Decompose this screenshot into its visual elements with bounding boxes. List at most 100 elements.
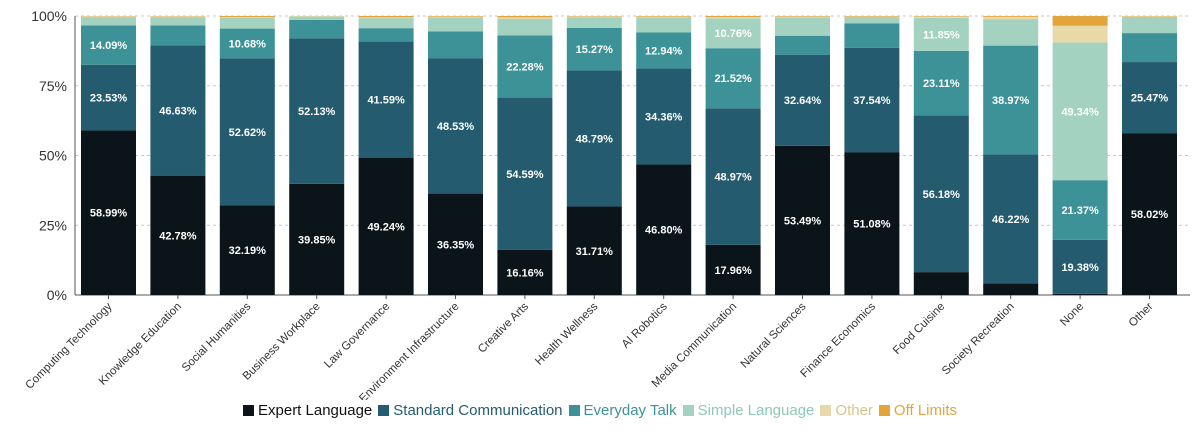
data-label: 11.85% [923, 29, 960, 41]
bar-segment [844, 152, 900, 295]
data-label: 12.94% [645, 46, 683, 58]
bar-segment [566, 70, 622, 207]
data-label: 52.13% [298, 106, 336, 118]
legend-label: Other [835, 402, 873, 419]
bar-segment [81, 64, 136, 131]
data-label: 48.79% [576, 133, 614, 145]
data-label: 21.52% [714, 73, 752, 85]
bar-segment [1052, 16, 1108, 26]
data-label: 36.35% [437, 239, 475, 251]
legend-item[interactable]: Off Limits [878, 402, 957, 419]
legend-item[interactable]: Standard Communication [378, 402, 563, 419]
bar-segment [705, 17, 761, 19]
bar-segment [636, 32, 692, 69]
x-tick-label: Business Workplace [241, 301, 323, 383]
legend-item[interactable]: Simple Language [682, 402, 814, 419]
data-label: 22.28% [506, 62, 544, 74]
bar-segment [1052, 239, 1108, 294]
bar-segment [428, 16, 483, 18]
legend-swatch [682, 405, 694, 416]
bar-segment [636, 16, 692, 18]
data-label: 32.64% [784, 95, 822, 107]
bar-segment [289, 16, 345, 17]
data-label: 25.47% [1131, 93, 1169, 105]
legend-swatch [378, 405, 390, 416]
bar-segment [219, 17, 275, 18]
legend-label: Off Limits [893, 402, 957, 419]
legend-item[interactable]: Expert Language [243, 402, 372, 419]
y-tick-label: 25% [39, 217, 67, 233]
bar-segment [289, 38, 345, 184]
x-tick-label: Food Cuisine [891, 301, 947, 357]
bar-segment [705, 16, 761, 18]
bar-segment [566, 27, 622, 71]
bar-segment [566, 17, 622, 28]
data-label: 58.02% [1131, 209, 1169, 221]
bar-segment [983, 16, 1039, 17]
bar-segment [1122, 33, 1177, 63]
data-label: 53.49% [784, 215, 822, 227]
bar-segment [358, 28, 414, 42]
stacked-bar-chart: 0%25%50%75%100%58.99%23.53%14.09%Computi… [24, 8, 1190, 400]
bar-segment [636, 16, 692, 17]
bar-segment [913, 272, 969, 295]
bar-segment [1052, 293, 1108, 295]
bar-segment [150, 45, 206, 176]
data-label: 49.24% [367, 221, 405, 233]
bar-segment [81, 17, 136, 26]
bar-segment [497, 249, 553, 295]
bar-segment [775, 17, 830, 36]
y-tick-label: 50% [39, 148, 67, 164]
bar-segment [358, 157, 414, 295]
legend-swatch [243, 405, 254, 416]
bar-segment [566, 16, 622, 18]
chart-legend: Expert Language Standard Communication Eve… [0, 402, 1200, 419]
data-label: 41.59% [367, 95, 405, 107]
bar-segment [219, 16, 275, 18]
legend-item[interactable]: Everyday Talk [568, 402, 677, 419]
data-label: 48.97% [714, 172, 752, 184]
bar-segment [636, 68, 692, 165]
bar-segment [289, 19, 345, 39]
data-label: 56.18% [923, 189, 961, 201]
data-label: 10.76% [714, 28, 752, 40]
bar-segment [81, 130, 136, 295]
data-label: 54.59% [506, 169, 544, 181]
bar-segment [705, 244, 761, 295]
data-label: 37.54% [853, 95, 891, 107]
x-tick-label: Finance Economics [799, 300, 879, 380]
bar-segment [150, 25, 206, 46]
bar-segment [775, 145, 830, 295]
legend-swatch [568, 405, 580, 416]
bar-segment [705, 18, 761, 49]
bar-segment [1052, 42, 1108, 181]
bar-segment [1122, 16, 1177, 34]
y-tick-label: 75% [39, 78, 67, 94]
x-tick-label: None [1058, 301, 1086, 329]
bar-segment [983, 16, 1039, 20]
bar-segment [775, 54, 830, 146]
bar-segment [428, 193, 483, 295]
bar-segment [358, 41, 414, 158]
bar-segment [358, 18, 414, 29]
x-tick-label: Other [1127, 301, 1156, 330]
bar-segment [913, 50, 969, 116]
data-label: 32.19% [229, 245, 267, 257]
x-tick-label: Creative Arts [476, 300, 531, 355]
bar-segment [844, 16, 900, 18]
data-label: 52.62% [229, 127, 267, 139]
legend-item[interactable]: Other [820, 402, 873, 419]
bar-segment [1052, 25, 1108, 43]
data-label: 46.22% [992, 214, 1030, 226]
data-label: 46.80% [645, 225, 683, 237]
bar-segment [497, 97, 553, 250]
bar-segment [428, 17, 483, 32]
bar-segment [983, 154, 1039, 284]
bar-segment [289, 183, 345, 295]
bar-segment [219, 28, 275, 59]
x-tick-label: Social Humanities [180, 300, 254, 374]
data-label: 19.38% [1061, 262, 1099, 274]
data-label: 58.99% [90, 208, 128, 220]
bar-segment [705, 48, 761, 109]
data-label: 16.16% [506, 267, 544, 279]
